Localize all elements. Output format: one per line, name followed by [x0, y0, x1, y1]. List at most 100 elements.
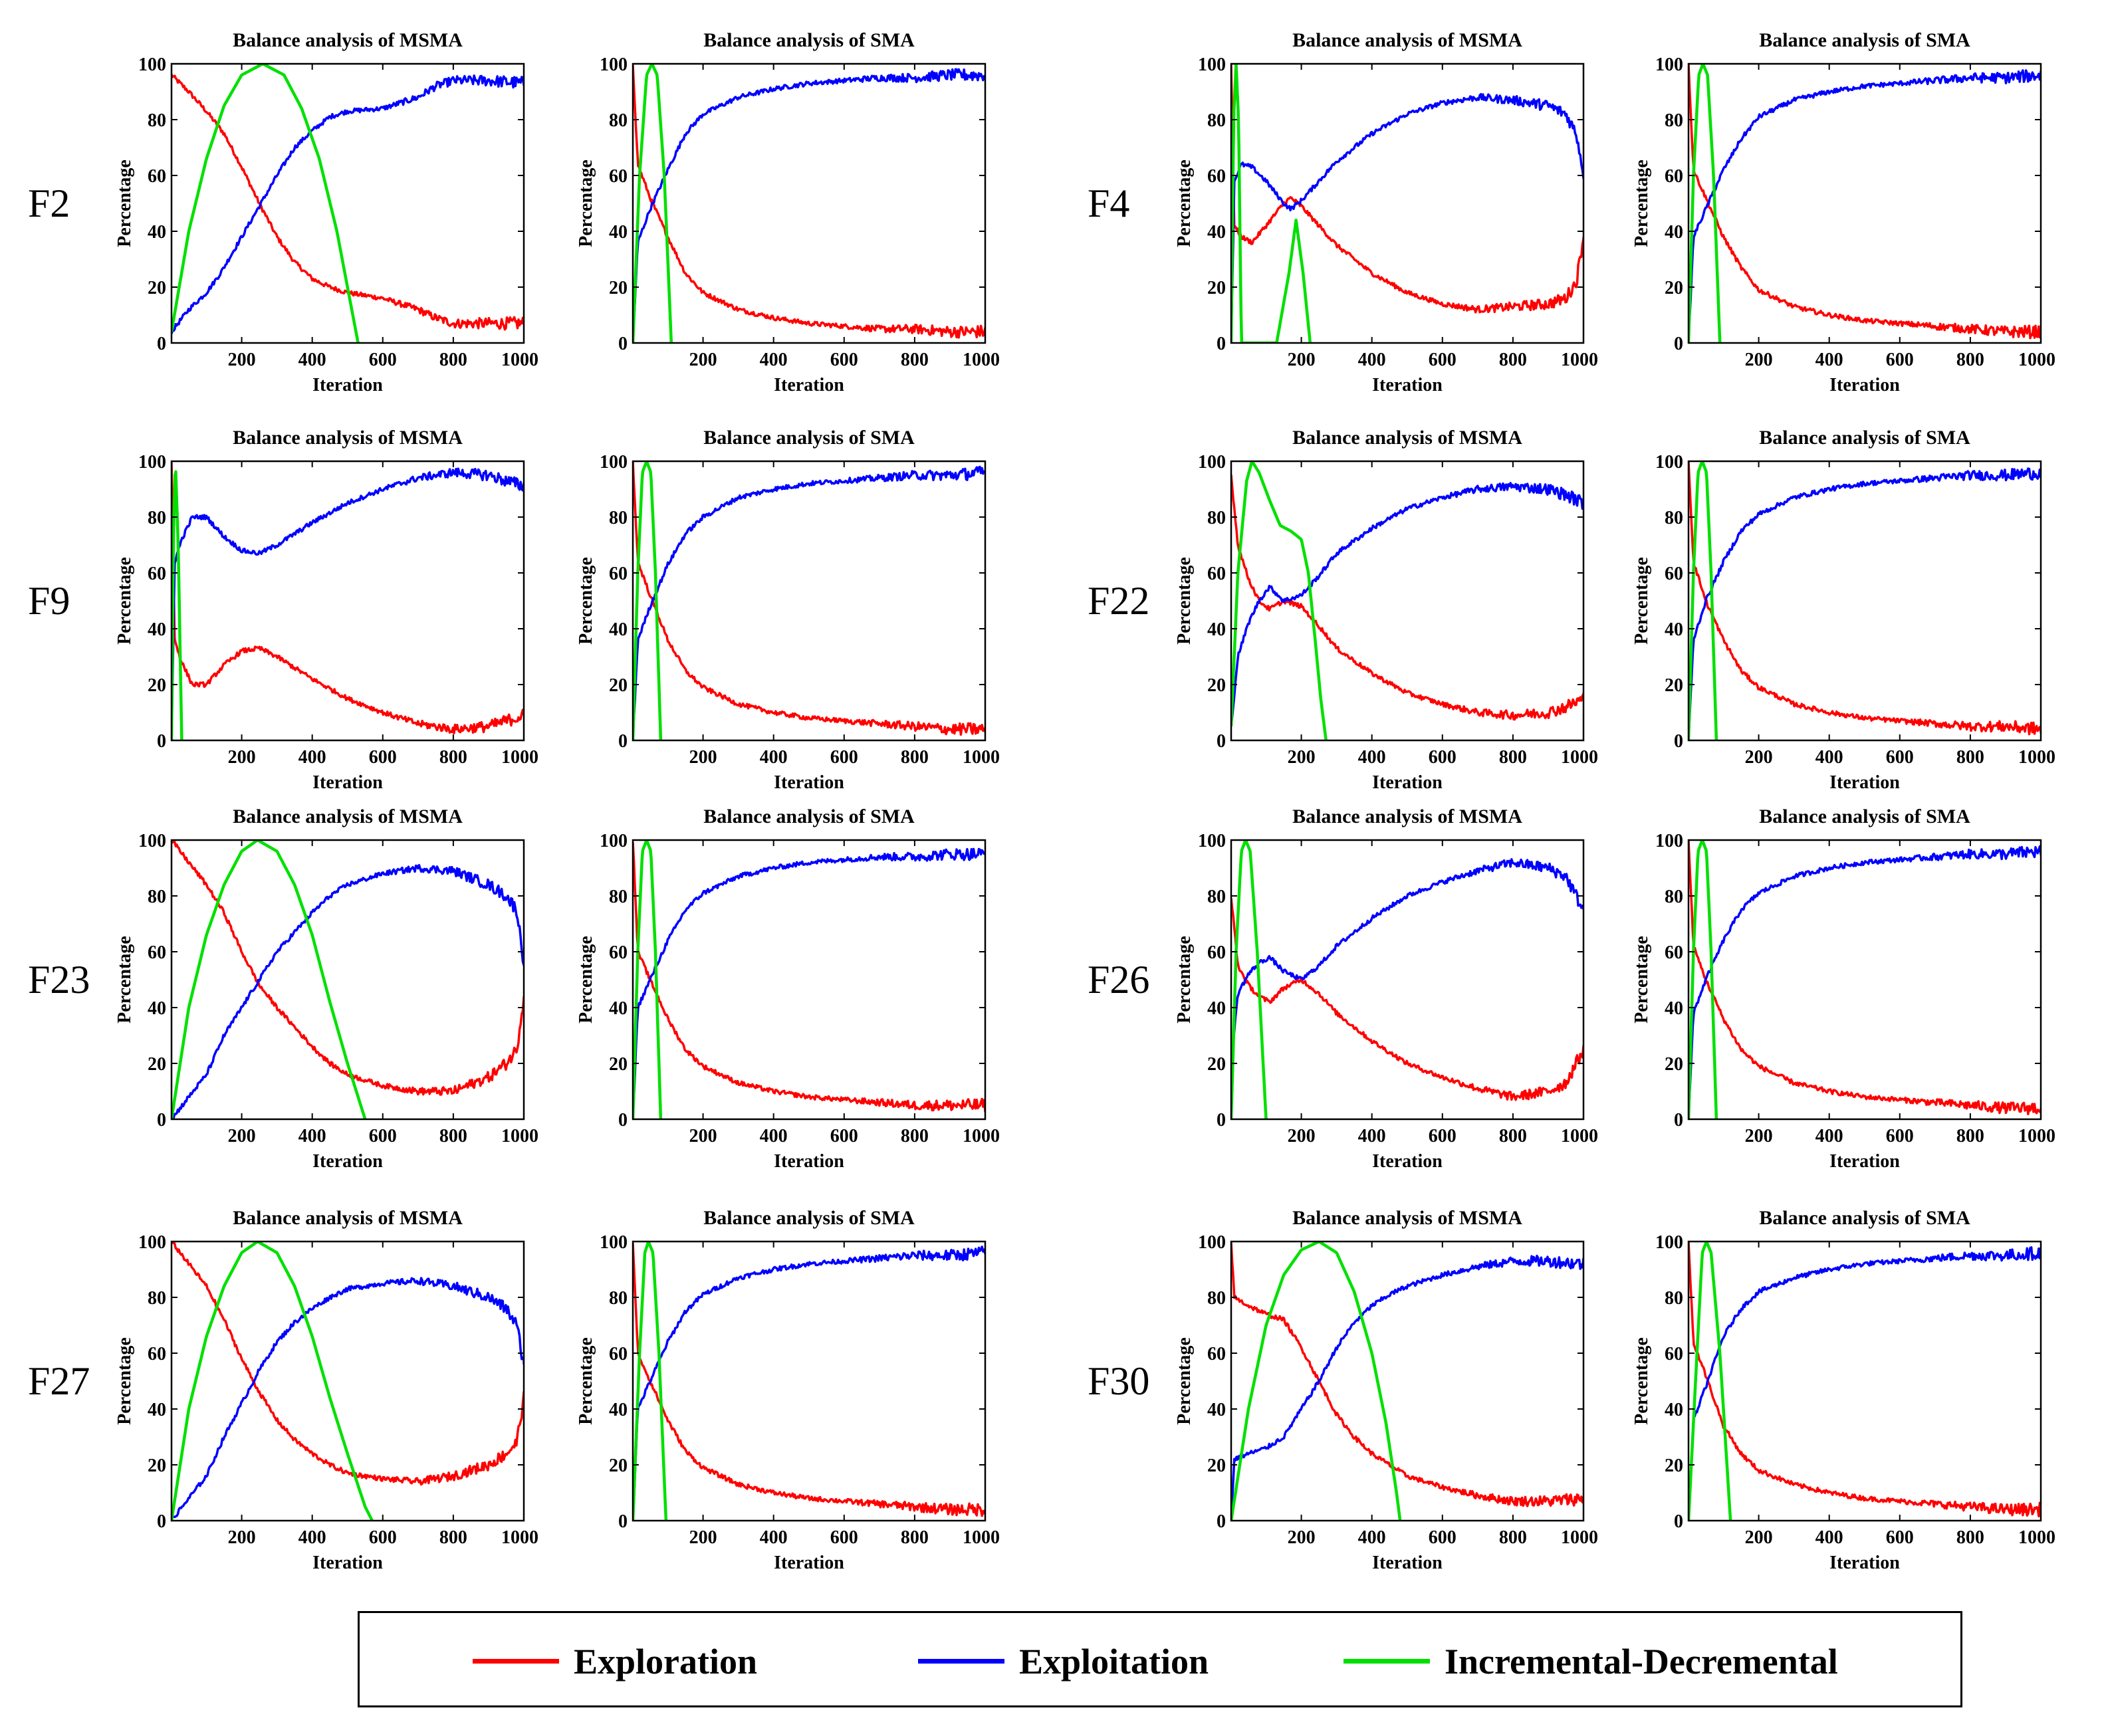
y-tick-label: 60 — [609, 1344, 628, 1364]
x-tick-label: 1000 — [501, 350, 538, 370]
y-tick-label: 60 — [1207, 942, 1226, 963]
y-tick-label: 40 — [1207, 998, 1226, 1019]
y-tick-label: 0 — [1217, 334, 1226, 354]
plot-lines — [172, 1242, 524, 1521]
x-tick-label: 400 — [1358, 1527, 1386, 1548]
x-axis-label: Iteration — [1372, 772, 1443, 793]
y-tick-label: 0 — [1217, 1511, 1226, 1532]
function-label-f22: F22 — [1088, 579, 1149, 623]
series-line-exploitation — [172, 863, 524, 1119]
x-tick-label: 800 — [439, 350, 467, 370]
y-tick-label: 80 — [1665, 1288, 1683, 1309]
chart-f26-msma: Balance analysis of MSMA 0 20 40 60 80 100 200 4… — [1174, 806, 1598, 1172]
y-tick-label: 20 — [148, 278, 166, 298]
y-tick-label: 60 — [1665, 1344, 1683, 1364]
y-axis-label: Percentage — [1174, 160, 1195, 247]
x-tick-label: 1000 — [2018, 747, 2055, 768]
y-tick-label: 60 — [609, 564, 628, 584]
series-line-exploitation — [1689, 467, 2041, 740]
chart-title: Balance analysis of SMA — [1759, 427, 1970, 449]
series-line-exploitation — [1231, 858, 1583, 1062]
series-line-exploration — [633, 461, 985, 736]
y-tick-label: 80 — [609, 1288, 628, 1309]
chart-f23-sma: Balance analysis of SMA 0 20 40 60 80 100 200 40… — [576, 806, 1000, 1172]
y-tick-label: 40 — [1665, 1400, 1683, 1420]
y-tick-label: 0 — [157, 1511, 166, 1532]
x-tick-label: 200 — [228, 747, 256, 768]
plot-frame — [1230, 1240, 1585, 1522]
x-axis-label: Iteration — [774, 1553, 844, 1573]
plot-lines — [633, 461, 985, 740]
chart-title: Balance analysis of MSMA — [233, 1207, 463, 1229]
function-label-f27: F27 — [28, 1359, 90, 1403]
x-tick-label: 400 — [1358, 350, 1386, 370]
chart-f27-sma: Balance analysis of SMA 0 20 40 60 80 100 200 40… — [576, 1207, 1000, 1573]
y-tick-label: 80 — [1665, 110, 1683, 131]
series-line-exploitation — [1689, 69, 2041, 341]
x-tick-label: 600 — [369, 747, 397, 768]
y-tick-label: 100 — [1655, 452, 1683, 473]
chart-f2-msma: Balance analysis of MSMA 0 20 40 60 80 100 200 4… — [114, 29, 538, 395]
y-axis-label: Percentage — [1174, 557, 1195, 645]
y-tick-label: 60 — [148, 166, 166, 187]
y-tick-label: 0 — [157, 731, 166, 752]
x-tick-label: 800 — [901, 1126, 929, 1146]
plot-frame — [170, 839, 525, 1121]
x-tick-label: 600 — [369, 1527, 397, 1548]
y-tick-label: 40 — [609, 1400, 628, 1420]
plot-lines — [1689, 840, 2041, 1119]
y-tick-label: 40 — [1207, 222, 1226, 243]
y-axis-label: Percentage — [114, 936, 135, 1024]
y-tick-label: 80 — [1207, 508, 1226, 528]
y-tick-label: 40 — [609, 998, 628, 1019]
chart-f26-sma: Balance analysis of SMA 0 20 40 60 80 100 200 40… — [1631, 806, 2055, 1172]
y-tick-label: 0 — [618, 334, 628, 354]
chart-title: Balance analysis of SMA — [703, 806, 915, 827]
x-tick-label: 1000 — [501, 1126, 538, 1146]
x-tick-label: 600 — [1429, 350, 1457, 370]
y-tick-label: 100 — [138, 1232, 166, 1253]
y-tick-label: 80 — [148, 508, 166, 528]
x-tick-label: 400 — [1358, 747, 1386, 768]
x-tick-label: 200 — [1288, 1126, 1316, 1146]
chart-f22-msma: Balance analysis of MSMA 0 20 40 60 80 100 200 4… — [1174, 427, 1598, 793]
y-tick-label: 40 — [1665, 222, 1683, 243]
series-line-incremental-decremental — [1231, 1242, 1402, 1521]
plot-lines — [633, 64, 985, 343]
function-label-f23: F23 — [28, 958, 90, 1002]
x-tick-label: 1000 — [2018, 1126, 2055, 1146]
y-tick-label: 100 — [1198, 54, 1226, 75]
series-line-exploration — [1231, 475, 1583, 721]
chart-title: Balance analysis of SMA — [703, 29, 915, 51]
x-axis-label: Iteration — [312, 375, 383, 395]
series-line-incremental-decremental — [172, 840, 367, 1119]
x-tick-label: 600 — [830, 1527, 858, 1548]
function-label-f26: F26 — [1088, 958, 1149, 1002]
x-axis-label: Iteration — [1372, 1151, 1443, 1172]
y-tick-label: 40 — [609, 619, 628, 640]
x-axis-label: Iteration — [774, 375, 844, 395]
plot-frame — [1230, 62, 1585, 344]
chart-title: Balance analysis of MSMA — [233, 29, 463, 51]
chart-title: Balance analysis of MSMA — [1292, 806, 1522, 827]
y-tick-label: 0 — [1674, 731, 1683, 752]
x-tick-label: 800 — [439, 1527, 467, 1548]
plot-frame — [632, 460, 987, 742]
chart-title: Balance analysis of SMA — [703, 427, 915, 449]
y-tick-label: 60 — [148, 1344, 166, 1364]
series-line-incremental-decremental — [172, 470, 183, 740]
y-tick-label: 20 — [609, 278, 628, 298]
y-axis-label: Percentage — [1631, 557, 1652, 645]
x-tick-label: 600 — [1886, 1527, 1914, 1548]
series-line-exploration — [172, 1242, 524, 1486]
legend-swatch-exploitation — [918, 1659, 1004, 1664]
x-axis-label: Iteration — [312, 772, 383, 793]
y-tick-label: 80 — [609, 508, 628, 528]
x-tick-label: 400 — [760, 747, 788, 768]
x-tick-label: 200 — [228, 1527, 256, 1548]
y-axis-label: Percentage — [576, 936, 596, 1024]
x-tick-label: 200 — [1745, 1527, 1773, 1548]
y-axis-label: Percentage — [1631, 936, 1652, 1024]
y-tick-label: 100 — [1655, 54, 1683, 75]
series-line-exploration — [1689, 840, 2041, 1116]
